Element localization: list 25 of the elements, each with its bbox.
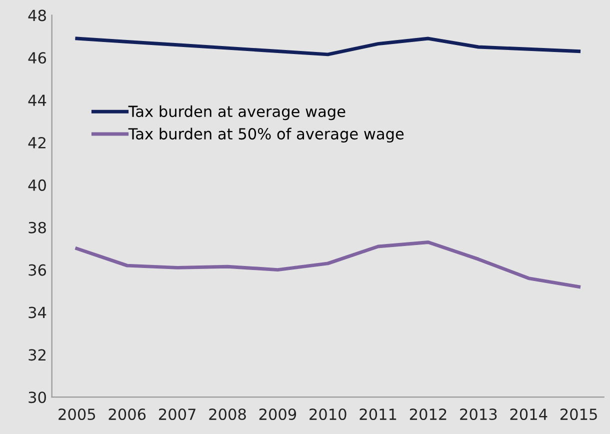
x-tick-label: 2006 bbox=[108, 408, 146, 420]
y-tick-label: 44 bbox=[28, 94, 46, 106]
y-tick-label: 48 bbox=[28, 10, 46, 22]
y-tick-label: 42 bbox=[28, 136, 46, 148]
y-tick-label: 46 bbox=[28, 52, 46, 64]
y-tick-label: 30 bbox=[28, 392, 46, 404]
x-tick-label: 2014 bbox=[510, 408, 548, 420]
x-tick-label: 2008 bbox=[209, 408, 246, 420]
y-tick-label: 36 bbox=[28, 264, 46, 276]
y-tick-label: 32 bbox=[28, 349, 46, 361]
line-series bbox=[75, 36, 581, 56]
x-tick-label: 2009 bbox=[259, 408, 296, 420]
y-tick-label: 34 bbox=[28, 306, 46, 318]
x-tick-label: 2015 bbox=[560, 408, 597, 420]
y-tick-label: 38 bbox=[28, 222, 46, 234]
x-tick-label: 2011 bbox=[360, 408, 396, 420]
x-tick-label: 2007 bbox=[158, 408, 196, 420]
x-tick-label: 2010 bbox=[310, 408, 346, 420]
x-tick-label: 2012 bbox=[410, 408, 446, 420]
x-tick-label: 2013 bbox=[460, 408, 497, 420]
legend-label: Tax burden at 50% of average wage bbox=[128, 128, 404, 143]
legend-label: Tax burden at average wage bbox=[128, 105, 346, 120]
x-tick-label: 2005 bbox=[58, 408, 96, 420]
line-series bbox=[75, 240, 581, 289]
y-tick-label: 40 bbox=[28, 179, 46, 191]
